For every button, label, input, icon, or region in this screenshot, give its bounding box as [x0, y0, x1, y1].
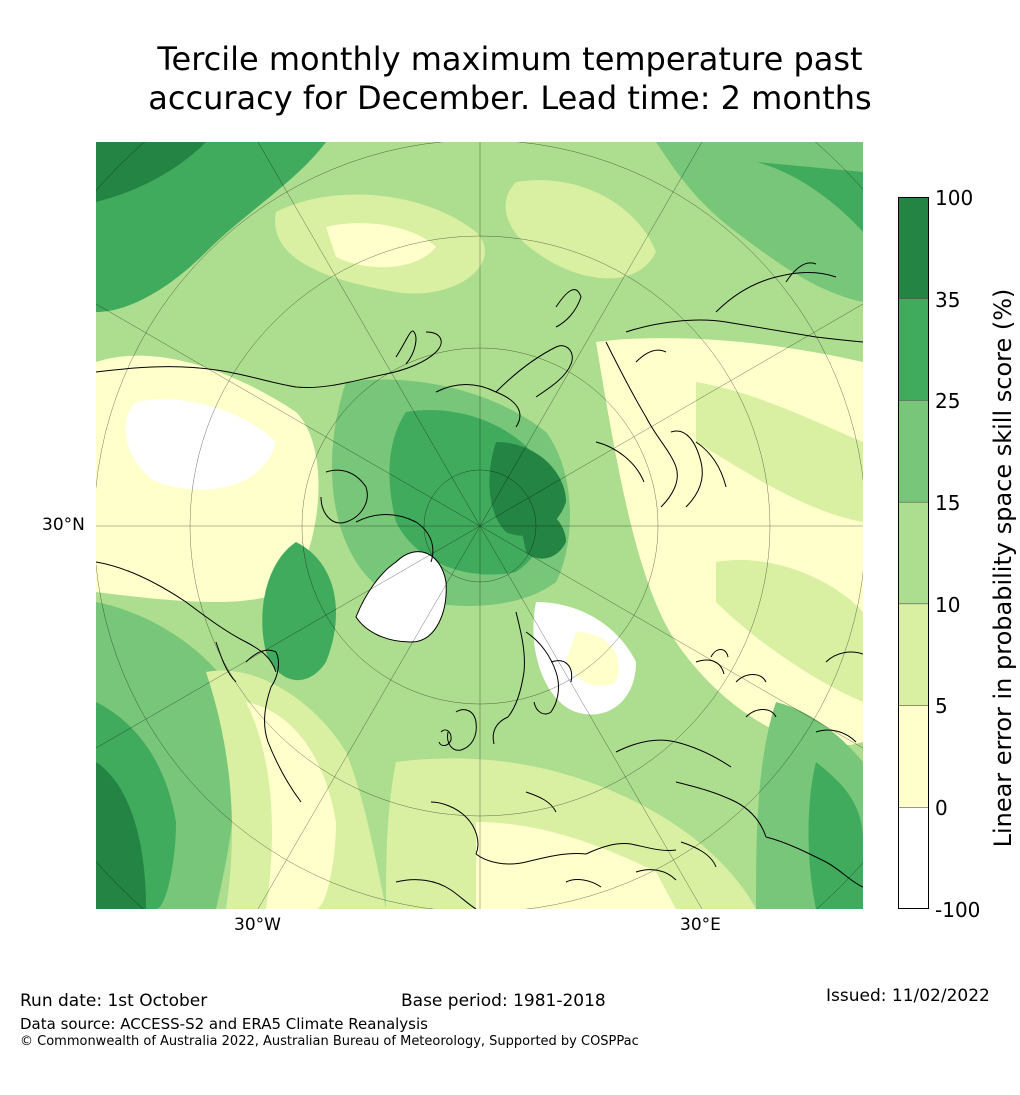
colorbar	[898, 197, 929, 909]
colorbar-bin-35-to-100	[898, 197, 929, 299]
graticule	[96, 142, 863, 909]
colorbar-tick-100: 100	[935, 186, 974, 210]
colorbar-label: Linear error in probability space skill …	[989, 288, 1017, 848]
colorbar-tick-15: 15	[935, 491, 961, 515]
colorbar-border	[898, 197, 929, 909]
copyright: © Commonwealth of Australia 2022, Austra…	[20, 1034, 639, 1049]
map-title: Tercile monthly maximum temperature past…	[0, 40, 1020, 118]
base-period: Base period: 1981-2018	[401, 991, 606, 1011]
colorbar-tick-25: 25	[935, 389, 961, 413]
polar-map	[96, 142, 863, 909]
lon-label-30w: 30°W	[234, 915, 281, 935]
run-date: Run date: 1st October	[20, 991, 208, 1011]
title-line-2: accuracy for December. Lead time: 2 mont…	[148, 79, 872, 117]
data-source: Data source: ACCESS-S2 and ERA5 Climate …	[20, 1015, 428, 1033]
colorbar-bin-10-to-15	[898, 502, 929, 604]
colorbar-bin-5-to-10	[898, 603, 929, 706]
map-canvas	[96, 142, 863, 909]
coastlines	[96, 262, 863, 909]
colorbar-bin--100-to-0	[898, 807, 929, 909]
lat-label-30n: 30°N	[42, 515, 85, 535]
colorbar-bin-15-to-25	[898, 400, 929, 503]
lon-label-30e: 30°E	[680, 915, 721, 935]
colorbar-bin-25-to-35	[898, 298, 929, 401]
skill-field	[96, 142, 863, 909]
colorbar-tick-minus100: -100	[935, 898, 981, 922]
greenland	[355, 551, 447, 643]
colorbar-tick-5: 5	[935, 694, 948, 718]
colorbar-tick-0: 0	[935, 796, 948, 820]
title-line-1: Tercile monthly maximum temperature past	[157, 40, 863, 78]
colorbar-tick-35: 35	[935, 288, 961, 312]
issued-date: Issued: 11/02/2022	[826, 986, 990, 1006]
colorbar-bin-0-to-5	[898, 705, 929, 808]
colorbar-swatches	[898, 197, 929, 909]
colorbar-tick-10: 10	[935, 593, 961, 617]
